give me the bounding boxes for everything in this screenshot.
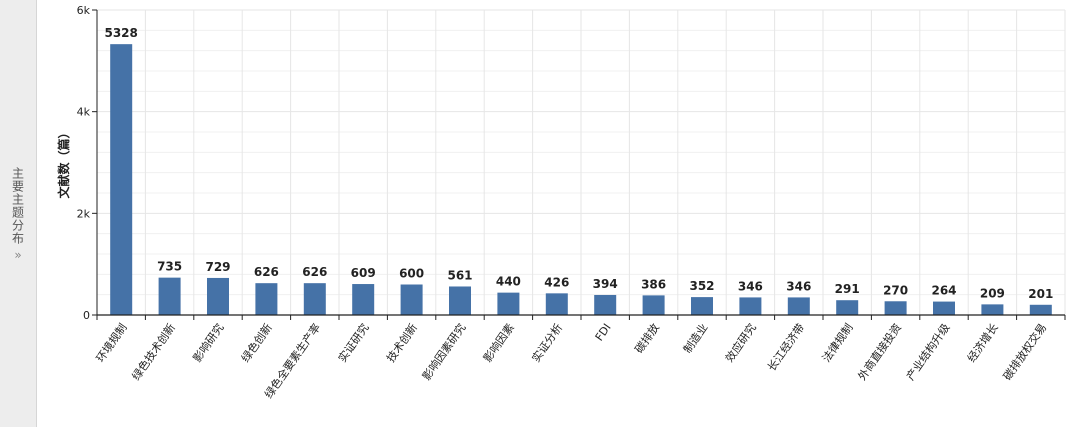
x-tick-label: 效应研究 [722, 321, 759, 365]
x-tick-label: 长江经济带 [764, 321, 807, 374]
y-tick-label: 6k [77, 4, 91, 17]
bar[interactable] [207, 277, 229, 315]
x-tick-label: 产业结构升级 [903, 321, 952, 383]
x-tick-label: 外商直接投资 [855, 321, 904, 383]
x-tick-label: 环境规制 [93, 321, 130, 365]
x-tick-label: 碳排放权交易 [1000, 321, 1049, 383]
bar[interactable] [642, 295, 665, 315]
x-tick-label: 影响研究 [190, 321, 227, 365]
expand-chevron-icon[interactable]: » [14, 247, 22, 262]
x-tick-label: 绿色技术创新 [129, 321, 178, 383]
x-tick-label: 经济增长 [964, 321, 1001, 365]
bar[interactable] [594, 294, 617, 315]
data-label: 209 [980, 286, 1005, 300]
side-panel-label: 主要主题分布 [10, 166, 25, 245]
bar[interactable] [400, 284, 423, 316]
data-label: 5328 [104, 26, 137, 40]
data-label: 735 [157, 260, 182, 274]
data-label: 561 [447, 268, 472, 282]
data-label: 346 [786, 279, 811, 293]
data-label: 386 [641, 277, 666, 291]
bar[interactable] [497, 292, 520, 315]
x-tick-label: 实证研究 [335, 321, 372, 365]
data-label: 352 [689, 279, 714, 293]
bar[interactable] [884, 301, 907, 315]
bar[interactable] [110, 44, 133, 315]
bar[interactable] [836, 300, 859, 315]
x-tick-label: 绿色创新 [238, 321, 275, 365]
bar[interactable] [303, 283, 326, 315]
x-tick-label: 影响因素研究 [419, 321, 468, 383]
data-label: 346 [738, 279, 763, 293]
bar[interactable] [545, 293, 568, 315]
x-tick-label: 法律规制 [819, 321, 856, 365]
x-tick-label: FDI [593, 321, 614, 343]
bar[interactable] [158, 277, 181, 315]
bar[interactable] [981, 304, 1004, 315]
data-label: 394 [593, 277, 618, 291]
data-label: 201 [1028, 287, 1053, 301]
bar[interactable] [787, 297, 810, 315]
bar[interactable] [449, 286, 471, 315]
data-label: 626 [254, 265, 279, 279]
x-tick-label: 影响因素 [481, 321, 517, 364]
data-label: 600 [399, 267, 424, 281]
data-label: 264 [931, 284, 956, 298]
x-tick-label: 实证分析 [529, 321, 566, 365]
data-label: 609 [351, 266, 376, 280]
y-tick-label: 4k [77, 106, 91, 119]
data-label: 440 [496, 275, 521, 289]
data-label: 270 [883, 283, 908, 297]
data-label: 729 [205, 260, 230, 274]
data-label: 291 [835, 282, 860, 296]
y-axis-title: 文献数（篇） [56, 126, 71, 198]
bar[interactable] [933, 301, 955, 315]
x-tick-label: 碳排放 [632, 321, 662, 356]
bar[interactable] [352, 284, 375, 315]
data-label: 426 [544, 275, 569, 289]
side-panel-tab[interactable]: 主要主题分布 » [0, 0, 37, 427]
bar[interactable] [1029, 304, 1052, 315]
y-tick-label: 0 [83, 309, 90, 322]
bar[interactable] [739, 297, 762, 315]
bar[interactable] [691, 297, 713, 315]
x-tick-label: 技术创新 [383, 321, 420, 365]
bar[interactable] [255, 283, 278, 315]
data-label: 626 [302, 265, 327, 279]
y-tick-label: 2k [77, 207, 91, 220]
x-tick-label: 制造业 [680, 321, 710, 356]
